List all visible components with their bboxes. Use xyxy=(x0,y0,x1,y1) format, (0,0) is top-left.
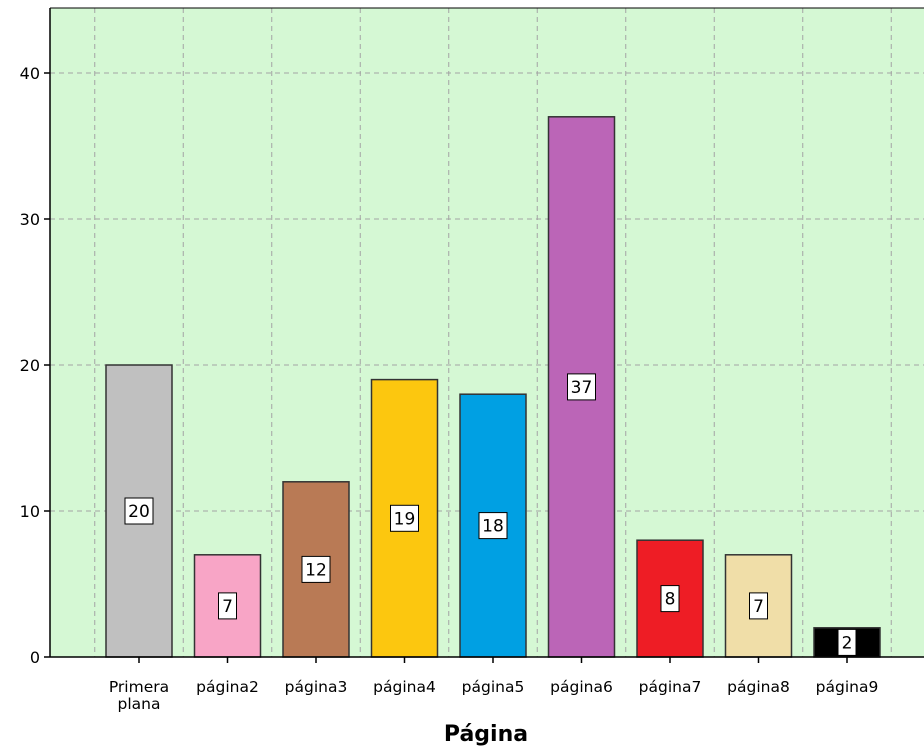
data-label: 37 xyxy=(571,378,593,398)
data-label-box xyxy=(124,497,154,525)
y-tick-label: 20 xyxy=(20,356,40,375)
data-label-box xyxy=(301,555,331,583)
y-tick-label: 0 xyxy=(30,648,40,667)
data-label: 20 xyxy=(128,502,150,522)
x-tick-label: página2 xyxy=(196,678,259,696)
x-tick-label: página8 xyxy=(727,678,790,696)
data-label-box xyxy=(567,373,596,401)
data-label: 12 xyxy=(305,560,327,580)
gridlines xyxy=(50,8,924,657)
data-label: 18 xyxy=(482,517,504,537)
y-tick-label: 10 xyxy=(20,502,40,521)
data-label-box xyxy=(660,585,680,613)
data-label: 8 xyxy=(665,590,676,610)
data-label: 19 xyxy=(394,509,416,529)
x-tick-label: página5 xyxy=(462,678,525,696)
data-label-box xyxy=(478,512,508,540)
tick-labels: 0 10 20 30 40 Primera plana página2 página3 págin… xyxy=(20,64,879,713)
x-tick-label: página7 xyxy=(639,678,702,696)
x-tick-label: Primera plana xyxy=(109,678,169,713)
x-tick-label: página9 xyxy=(816,678,879,696)
data-label-box xyxy=(390,504,419,532)
data-label: 7 xyxy=(753,597,764,617)
x-tick-label: página6 xyxy=(550,678,613,696)
x-tick-label: página4 xyxy=(373,678,436,696)
x-tick-label: página3 xyxy=(285,678,348,696)
x-axis-title: Página xyxy=(444,722,528,747)
y-tick-label: 40 xyxy=(20,64,40,83)
data-label-box xyxy=(218,592,237,620)
data-label-box xyxy=(749,592,768,620)
data-labels: 20 7 12 19 18 37 8 7 2 xyxy=(124,373,857,656)
y-tick-label: 30 xyxy=(20,210,40,229)
data-label-box xyxy=(837,628,857,656)
data-label: 7 xyxy=(222,597,233,617)
data-label: 2 xyxy=(842,633,853,653)
axes xyxy=(44,7,924,663)
